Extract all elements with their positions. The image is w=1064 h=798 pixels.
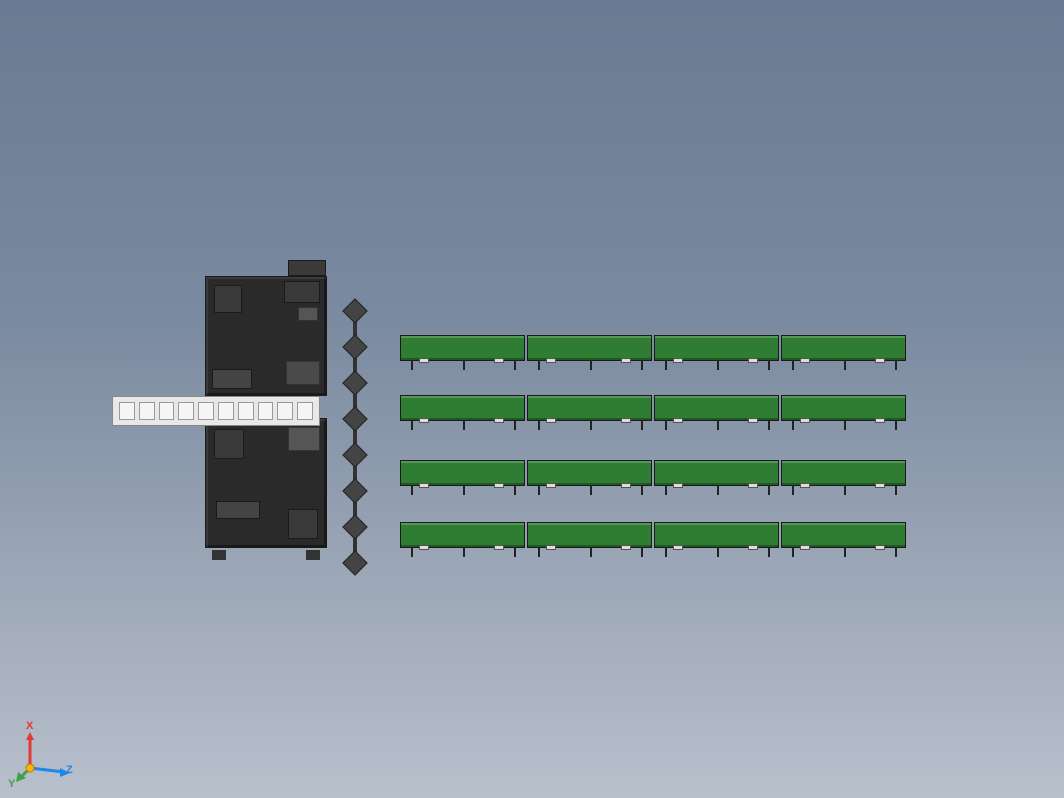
tray-slot: [297, 402, 313, 420]
conveyor-segment: [781, 395, 906, 421]
axis-x-label: X: [26, 720, 33, 732]
tray-slot: [159, 402, 175, 420]
conveyor-segment: [400, 335, 525, 361]
model-scene[interactable]: [0, 0, 1064, 798]
axis-z-label: Z: [66, 764, 73, 776]
conveyor-row: [400, 460, 906, 486]
tray-slot: [277, 402, 293, 420]
tray-slot: [119, 402, 135, 420]
conveyor-segment: [400, 522, 525, 548]
conveyor-row: [400, 395, 906, 421]
tray-slot: [178, 402, 194, 420]
machine-top-attachment: [288, 260, 326, 276]
machine-unit-top: [205, 276, 327, 396]
machine-unit-bottom: [205, 418, 327, 548]
conveyor-segment: [527, 335, 652, 361]
machine-foot: [306, 550, 320, 560]
coordinate-triad: X Y Z: [8, 720, 78, 790]
cad-viewport[interactable]: X Y Z: [0, 0, 1064, 798]
conveyor-segment: [527, 395, 652, 421]
tray-slot: [258, 402, 274, 420]
conveyor-segment: [654, 460, 779, 486]
conveyor-segment: [781, 335, 906, 361]
machine-foot: [212, 550, 226, 560]
triad-axes-icon: [8, 720, 78, 790]
tray-slot: [218, 402, 234, 420]
conveyor-row: [400, 335, 906, 361]
tray-slot: [238, 402, 254, 420]
conveyor-segment: [527, 460, 652, 486]
conveyor-segment: [400, 460, 525, 486]
transfer-mechanism: [340, 300, 370, 574]
conveyor-segment: [781, 460, 906, 486]
conveyor-segment: [654, 395, 779, 421]
conveyor-segment: [527, 522, 652, 548]
loader-tray: [112, 396, 320, 426]
conveyor-segment: [781, 522, 906, 548]
conveyor-segment: [654, 522, 779, 548]
tray-slot: [139, 402, 155, 420]
conveyor-segment: [654, 335, 779, 361]
conveyor-segment: [400, 395, 525, 421]
tray-slot: [198, 402, 214, 420]
conveyor-row: [400, 522, 906, 548]
axis-y-label: Y: [8, 778, 15, 790]
